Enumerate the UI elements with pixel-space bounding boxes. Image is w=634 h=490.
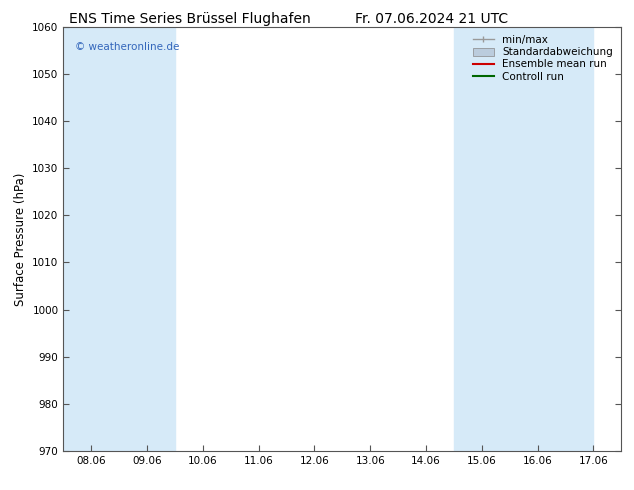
- Y-axis label: Surface Pressure (hPa): Surface Pressure (hPa): [14, 172, 27, 306]
- Text: Fr. 07.06.2024 21 UTC: Fr. 07.06.2024 21 UTC: [354, 12, 508, 26]
- Bar: [454, 27, 510, 451]
- Bar: [119, 27, 175, 451]
- Bar: [63, 27, 119, 451]
- Legend: min/max, Standardabweichung, Ensemble mean run, Controll run: min/max, Standardabweichung, Ensemble me…: [470, 32, 616, 85]
- Text: © weatheronline.de: © weatheronline.de: [75, 42, 179, 52]
- Bar: [566, 27, 593, 451]
- Bar: [510, 27, 566, 451]
- Text: ENS Time Series Brüssel Flughafen: ENS Time Series Brüssel Flughafen: [69, 12, 311, 26]
